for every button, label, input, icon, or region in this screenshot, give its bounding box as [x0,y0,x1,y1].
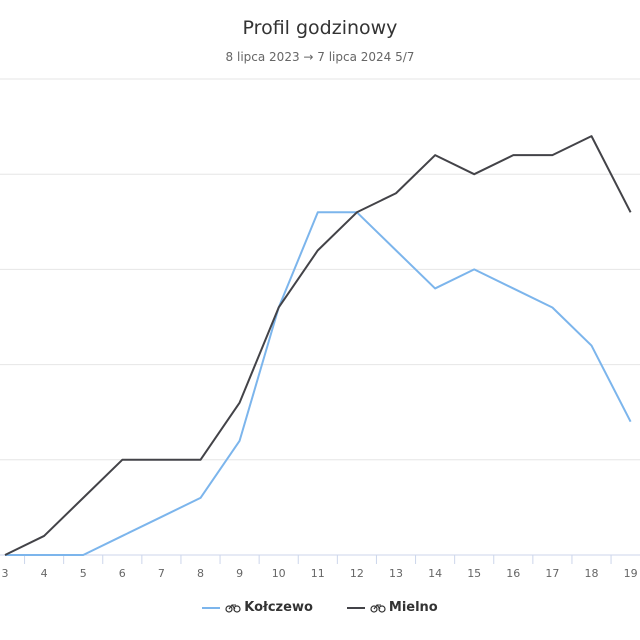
data-point[interactable] [433,286,437,290]
x-tick-label: 18 [585,567,599,580]
data-point[interactable] [394,248,398,252]
data-point[interactable] [120,458,124,462]
data-point[interactable] [394,191,398,195]
data-point[interactable] [472,172,476,176]
data-point[interactable] [199,496,203,500]
data-point[interactable] [238,401,242,405]
data-point[interactable] [590,344,594,348]
bicycle-icon [370,603,386,613]
grid-lines [0,78,640,461]
series-line-0[interactable] [5,211,632,556]
x-tick-label: 11 [311,567,325,580]
x-tick-label: 17 [545,567,559,580]
chart-title: Profil godzinowy [242,17,398,39]
data-point[interactable] [511,153,515,157]
legend-label: Kołczewo [244,600,313,615]
data-point[interactable] [81,553,85,557]
bicycle-icon [225,603,241,613]
x-tick-label: 3 [2,567,9,580]
x-tick-label: 15 [467,567,481,580]
x-tick-label: 13 [389,567,403,580]
data-point[interactable] [199,458,203,462]
data-point[interactable] [355,210,359,214]
x-tick-label: 10 [272,567,286,580]
data-point[interactable] [159,515,163,519]
legend-item-mielno[interactable]: Mielno [346,600,438,615]
data-point[interactable] [42,534,46,538]
legend: Kołczewo Mielno [0,600,640,615]
x-tick-label: 8 [197,567,204,580]
data-point[interactable] [550,305,554,309]
data-point[interactable] [238,439,242,443]
data-point[interactable] [511,286,515,290]
legend-swatch [202,606,221,609]
data-point[interactable] [629,210,633,214]
x-tick-label: 14 [428,567,442,580]
data-point[interactable] [120,534,124,538]
data-point[interactable] [550,153,554,157]
x-axis: 3 4 5 6 7 8 9 10 11 12 13 14 15 16 17 18 19 [0,554,640,580]
data-point[interactable] [629,420,633,424]
data-point[interactable] [590,134,594,138]
chart-subtitle: 8 lipca 2023 → 7 lipca 2024 5/7 [225,50,415,64]
data-point[interactable] [433,153,437,157]
data-point[interactable] [277,305,281,309]
data-point[interactable] [159,458,163,462]
x-tick-label: 9 [236,567,243,580]
series-line-1[interactable] [4,135,632,556]
data-point[interactable] [316,210,320,214]
x-tick-label: 4 [41,567,48,580]
data-point[interactable] [3,553,7,557]
data-point[interactable] [81,496,85,500]
x-tick-label: 7 [158,567,165,580]
legend-item-kolczewo[interactable]: Kołczewo [202,600,313,615]
x-tick-label: 5 [80,567,87,580]
data-point[interactable] [42,553,46,557]
x-tick-label: 6 [119,567,126,580]
x-tick-label: 12 [350,567,364,580]
data-point[interactable] [316,248,320,252]
legend-swatch [346,606,365,609]
x-tick-label: 19 [624,567,638,580]
legend-label: Mielno [388,600,438,615]
x-tick-label: 16 [506,567,520,580]
data-point[interactable] [472,267,476,271]
series-layer [3,134,633,557]
